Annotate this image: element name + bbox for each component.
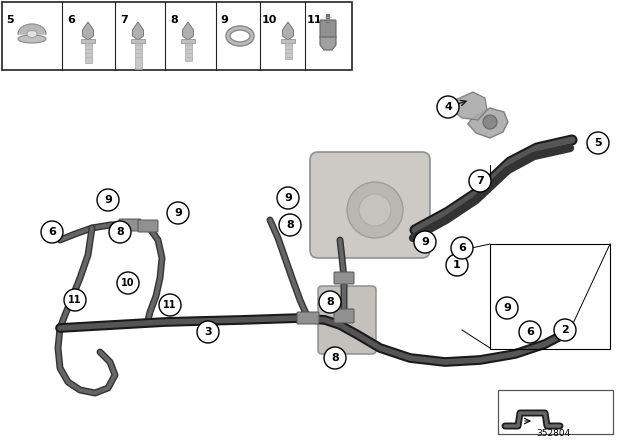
Text: 4: 4 [444, 102, 452, 112]
Circle shape [109, 221, 131, 243]
Text: 352804: 352804 [536, 430, 570, 439]
Circle shape [319, 291, 341, 313]
Polygon shape [452, 92, 487, 120]
Polygon shape [320, 37, 336, 50]
Text: 5: 5 [594, 138, 602, 148]
Text: 6: 6 [67, 15, 75, 25]
FancyBboxPatch shape [119, 219, 141, 231]
Polygon shape [132, 22, 143, 40]
Circle shape [437, 96, 459, 118]
FancyBboxPatch shape [334, 309, 354, 323]
Polygon shape [18, 24, 46, 34]
Bar [281, 39, 295, 43]
Polygon shape [182, 22, 193, 40]
FancyBboxPatch shape [297, 312, 319, 324]
Circle shape [496, 297, 518, 319]
Text: 8: 8 [286, 220, 294, 230]
Polygon shape [468, 108, 508, 138]
FancyBboxPatch shape [334, 272, 354, 284]
Circle shape [324, 347, 346, 369]
Ellipse shape [18, 35, 46, 43]
Text: 1: 1 [453, 260, 461, 270]
Text: 5: 5 [6, 15, 14, 25]
Circle shape [414, 231, 436, 253]
Bar [131, 39, 145, 43]
Text: 8: 8 [170, 15, 178, 25]
Text: 9: 9 [503, 303, 511, 313]
Polygon shape [282, 22, 294, 40]
Circle shape [277, 187, 299, 209]
Text: 11: 11 [68, 295, 82, 305]
FancyBboxPatch shape [318, 286, 376, 354]
FancyBboxPatch shape [498, 390, 613, 434]
FancyBboxPatch shape [320, 20, 336, 38]
Text: 3: 3 [204, 327, 212, 337]
Text: 9: 9 [104, 195, 112, 205]
Circle shape [167, 202, 189, 224]
Circle shape [197, 321, 219, 343]
Bar [285, 43, 291, 59]
Circle shape [554, 319, 576, 341]
Text: 7: 7 [476, 176, 484, 186]
Text: 2: 2 [561, 325, 569, 335]
Circle shape [159, 294, 181, 316]
Text: 8: 8 [116, 227, 124, 237]
Bar [134, 43, 141, 69]
FancyBboxPatch shape [310, 152, 430, 258]
Text: 11: 11 [163, 300, 177, 310]
Text: 8: 8 [331, 353, 339, 363]
Text: 6: 6 [458, 243, 466, 253]
Circle shape [347, 182, 403, 238]
Text: 8: 8 [326, 297, 334, 307]
Circle shape [279, 214, 301, 236]
Circle shape [519, 321, 541, 343]
Text: 10: 10 [121, 278, 135, 288]
Bar [181, 39, 195, 43]
Text: 9: 9 [220, 15, 228, 25]
Text: 7: 7 [120, 15, 128, 25]
Circle shape [359, 194, 391, 226]
Text: 6: 6 [526, 327, 534, 337]
Text: 11: 11 [307, 15, 322, 25]
Circle shape [483, 115, 497, 129]
Circle shape [117, 272, 139, 294]
Text: 9: 9 [421, 237, 429, 247]
Polygon shape [83, 22, 93, 40]
Bar [184, 43, 191, 61]
Ellipse shape [27, 30, 37, 38]
Text: 6: 6 [48, 227, 56, 237]
FancyBboxPatch shape [2, 2, 352, 70]
Text: 9: 9 [284, 193, 292, 203]
Text: 9: 9 [174, 208, 182, 218]
Circle shape [41, 221, 63, 243]
FancyBboxPatch shape [138, 220, 158, 232]
Text: 10: 10 [261, 15, 276, 25]
Bar [81, 39, 95, 43]
Circle shape [469, 170, 491, 192]
Circle shape [64, 289, 86, 311]
Circle shape [97, 189, 119, 211]
Circle shape [587, 132, 609, 154]
Circle shape [451, 237, 473, 259]
Circle shape [446, 254, 468, 276]
Bar [84, 43, 92, 63]
